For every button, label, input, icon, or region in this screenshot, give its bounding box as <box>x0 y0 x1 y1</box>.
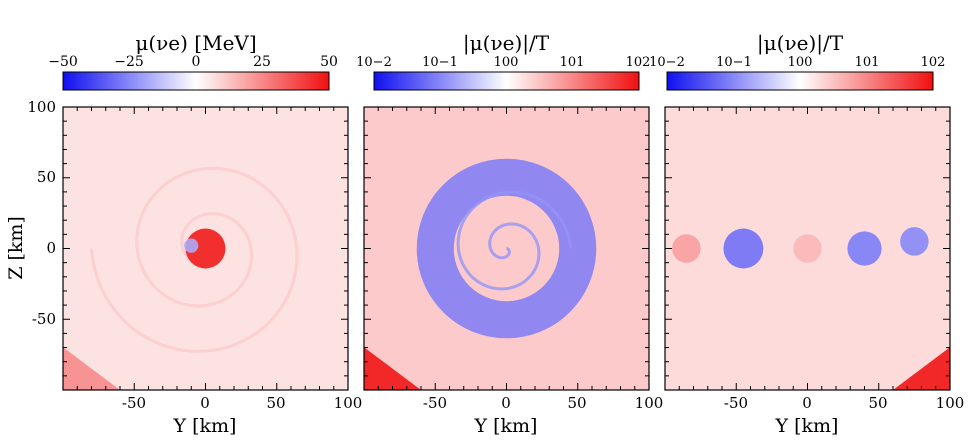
x-tick-label: 0 <box>200 394 210 412</box>
x-tick-label: 0 <box>501 394 511 412</box>
x-tick-label: 50 <box>868 394 887 412</box>
colorbar-1-tick-label: −50 <box>48 54 78 70</box>
colorbar-3-tick-label: 10−1 <box>716 55 752 70</box>
colorbar-3-tick-label: 10−2 <box>649 55 685 70</box>
x-tick-label: -50 <box>423 394 447 412</box>
y-tick-label: 100 <box>27 98 56 116</box>
colorbar-2-tick-label: 101 <box>560 55 585 70</box>
colorbar-2-tick-label: 100 <box>494 55 519 70</box>
heatmap-blob <box>185 228 226 269</box>
x-axis-label-3: Y [km] <box>775 415 839 437</box>
heatmap-corner <box>63 347 120 390</box>
colorbar-1-tick-label: −25 <box>114 54 144 70</box>
x-tick-label: 100 <box>936 394 965 412</box>
panel-1: μ(νe) [MeV] −50 −25 0 25 50 <box>48 31 349 391</box>
colorbar-3-tick-label: 100 <box>788 55 813 70</box>
colorbar-3 <box>666 71 934 91</box>
colorbar-2-tick-label: 10−1 <box>422 55 458 70</box>
heatmap-spiral-arm <box>456 190 573 291</box>
heatmap-blob <box>900 227 929 256</box>
x-tick-label: -50 <box>724 394 748 412</box>
colorbar-3-tick-label: 102 <box>921 55 946 70</box>
axes-3-ticks <box>664 106 951 391</box>
colorbar-1 <box>62 71 330 91</box>
x-axis-label-1: Y [km] <box>173 415 237 437</box>
x-tick-label: 100 <box>334 394 363 412</box>
x-tick-label: 50 <box>567 394 586 412</box>
y-axis-label: Z [km] <box>5 216 27 280</box>
heatmap-blob <box>184 238 199 253</box>
heatmap-blob <box>723 228 764 269</box>
heatmap-3-field <box>665 107 950 390</box>
colorbar-1-label: μ(νe) [MeV] <box>135 31 256 55</box>
y-tick-label: 50 <box>37 168 56 186</box>
colorbar-3-tick-label: 101 <box>855 55 880 70</box>
y-tick-label: -50 <box>32 310 56 328</box>
colorbar-1-tick-label: 50 <box>320 54 338 70</box>
colorbar-2-label: |μ(νe)|/T <box>463 31 550 56</box>
axes-1-ticks <box>62 106 349 391</box>
heatmap-1-field <box>63 107 348 390</box>
x-tick-label: -50 <box>122 394 146 412</box>
colorbar-2-tick-label: 10−2 <box>356 55 392 70</box>
heatmap-corner <box>893 347 950 390</box>
x-axis-label-2: Y [km] <box>474 415 538 437</box>
heatmap-corner <box>364 347 421 390</box>
heatmap-blob <box>672 234 701 263</box>
heatmap-blob <box>793 234 822 263</box>
panel-3: |μ(νe)|/T 10−2 10−1 100 101 102 <box>649 31 951 391</box>
colorbar-2-tick-label: 102 <box>626 55 651 70</box>
heatmap-2-field <box>364 107 649 390</box>
heatmap-ring <box>416 158 597 339</box>
colorbar-1-tick-label: 25 <box>253 54 271 70</box>
x-tick-label: 100 <box>635 394 664 412</box>
x-tick-label: 0 <box>802 394 812 412</box>
colorbar-2 <box>373 71 640 91</box>
y-tick-label: 0 <box>46 239 56 257</box>
axes-2-ticks <box>363 106 650 391</box>
colorbar-1-tick-label: 0 <box>192 54 201 70</box>
heatmap-blob <box>847 231 882 266</box>
panel-2: |μ(νe)|/T 10−2 10−1 100 101 102 <box>356 31 651 391</box>
x-tick-label: 50 <box>266 394 285 412</box>
colorbar-3-label: |μ(νe)|/T <box>757 31 844 56</box>
